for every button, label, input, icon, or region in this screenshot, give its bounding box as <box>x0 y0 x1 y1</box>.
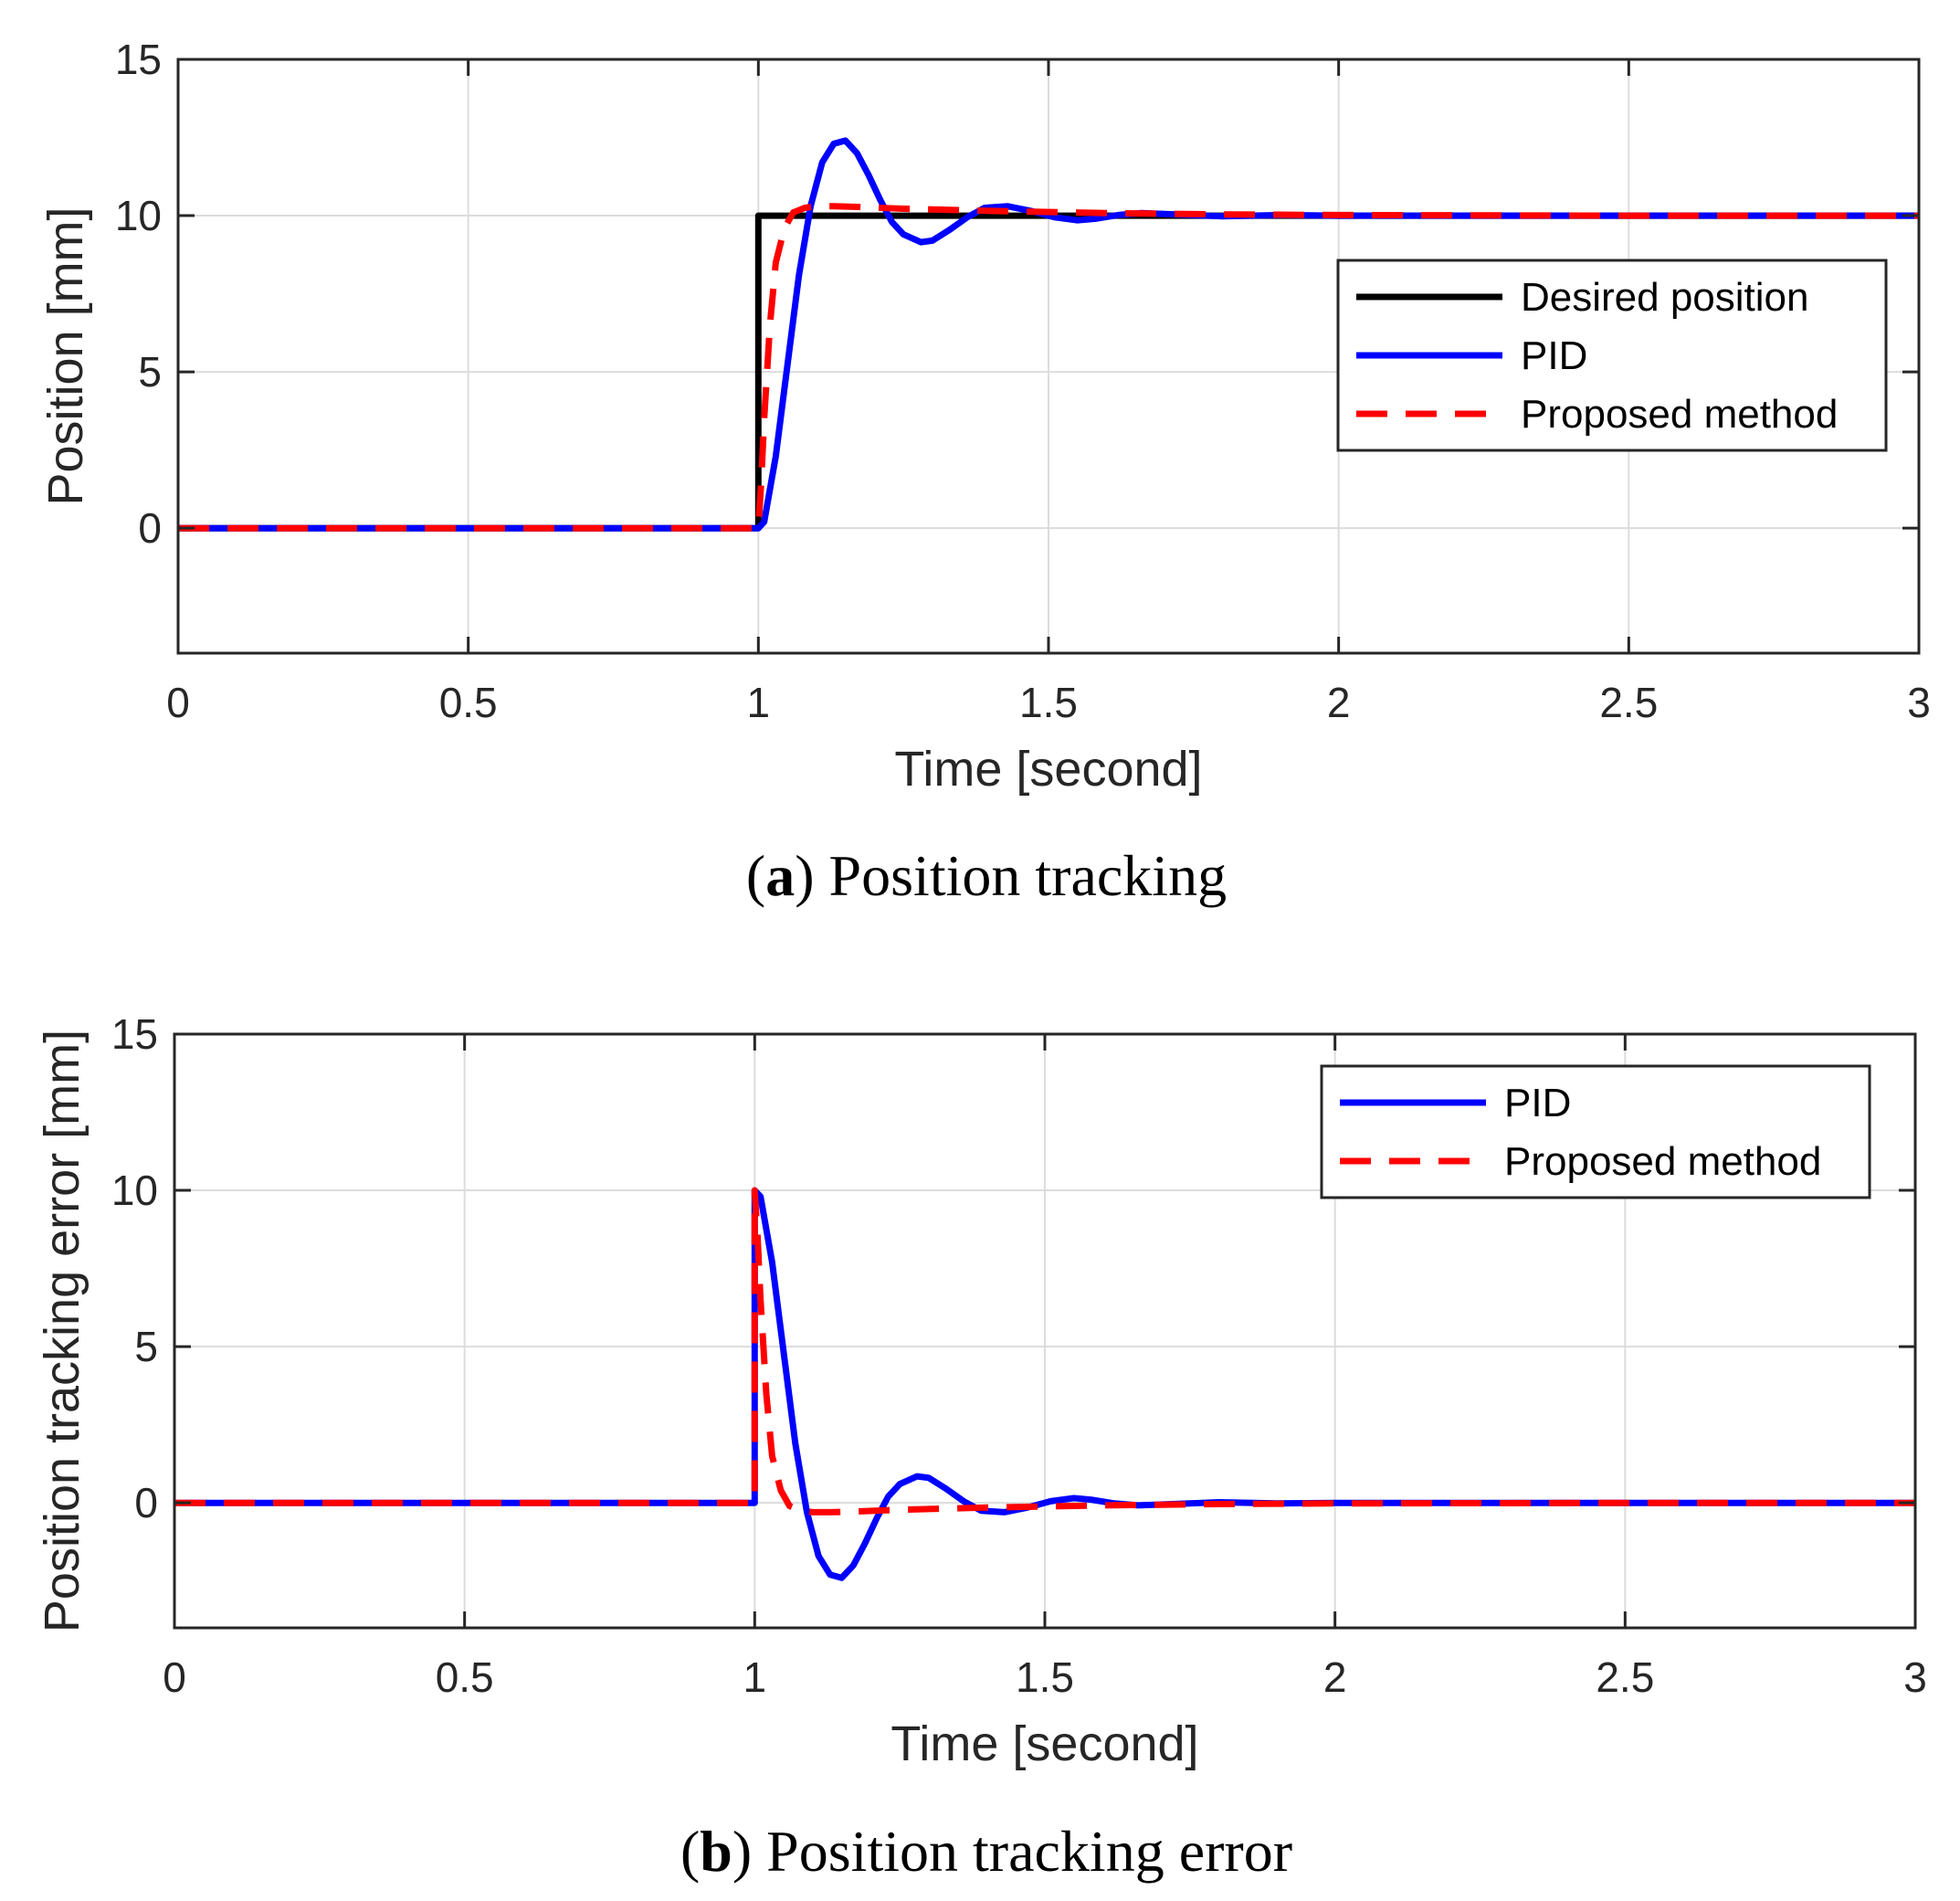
series-group <box>178 137 1919 532</box>
caption-text: Position tracking <box>829 843 1228 908</box>
legend-box <box>1320 1064 1871 1199</box>
series-line-pid <box>174 1187 1915 1581</box>
series-line-proposed-method <box>174 1187 1915 1516</box>
x-tick-label: 3 <box>1903 1653 1927 1701</box>
x-tick-label: 2 <box>1323 1653 1347 1701</box>
panel-caption: (b) Position tracking error <box>680 1819 1292 1884</box>
y-tick-label: 10 <box>115 192 162 239</box>
legend-label: PID <box>1521 333 1587 378</box>
y-tick-label: 15 <box>115 36 162 83</box>
legend-label: Proposed method <box>1521 392 1838 437</box>
x-tick-label: 0 <box>163 1653 186 1701</box>
legend-label: PID <box>1504 1081 1571 1125</box>
y-tick-label: 5 <box>138 348 162 396</box>
x-axis-label: Time [second] <box>894 742 1202 797</box>
x-tick-label: 2.5 <box>1596 1653 1654 1701</box>
caption-letter: a <box>765 843 795 908</box>
series-group <box>174 1187 1915 1581</box>
y-tick-label: 10 <box>111 1167 158 1214</box>
y-tick-label: 0 <box>134 1479 158 1526</box>
x-tick-label: 0 <box>166 679 190 726</box>
panel-b-position-tracking-error: 0 0.5 1 1.5 2 2.5 3 0 5 10 15 Time [second] Position… <box>35 1010 1927 1884</box>
y-axis-label: Position [mm] <box>38 206 93 505</box>
legend-label: Desired position <box>1521 275 1809 320</box>
caption-open-paren: ( <box>746 843 765 908</box>
caption-close-paren: ) <box>795 843 828 908</box>
x-tick-label: 0.5 <box>439 679 498 726</box>
y-axis-label: Position tracking error [mm] <box>35 1030 90 1632</box>
y-tick-label: 15 <box>111 1010 158 1058</box>
x-tick-label: 1 <box>743 1653 767 1701</box>
legend-label: Proposed method <box>1504 1139 1821 1184</box>
x-tick-label: 2.5 <box>1599 679 1658 726</box>
panel-caption: (a) Position tracking <box>746 843 1227 908</box>
legend: Desired position PID Proposed method <box>1336 259 1888 452</box>
y-tick-label: 0 <box>138 504 162 552</box>
x-tick-label: 0.5 <box>436 1653 494 1701</box>
caption-letter: b <box>700 1819 732 1884</box>
x-tick-label: 2 <box>1327 679 1351 726</box>
x-tick-label: 1 <box>747 679 771 726</box>
caption-open-paren: ( <box>680 1819 700 1884</box>
x-axis-label: Time [second] <box>890 1716 1198 1771</box>
x-tick-label: 1.5 <box>1016 1653 1074 1701</box>
x-tick-label: 1.5 <box>1019 679 1078 726</box>
caption-text: Position tracking error <box>766 1819 1292 1884</box>
y-tick-label: 5 <box>134 1323 158 1370</box>
panel-a-position-tracking: 0 0.5 1 1.5 2 2.5 3 0 5 10 15 Time [second] Position… <box>38 36 1931 908</box>
x-tick-label: 3 <box>1907 679 1931 726</box>
legend: PID Proposed method <box>1320 1064 1871 1199</box>
caption-close-paren: ) <box>732 1819 766 1884</box>
